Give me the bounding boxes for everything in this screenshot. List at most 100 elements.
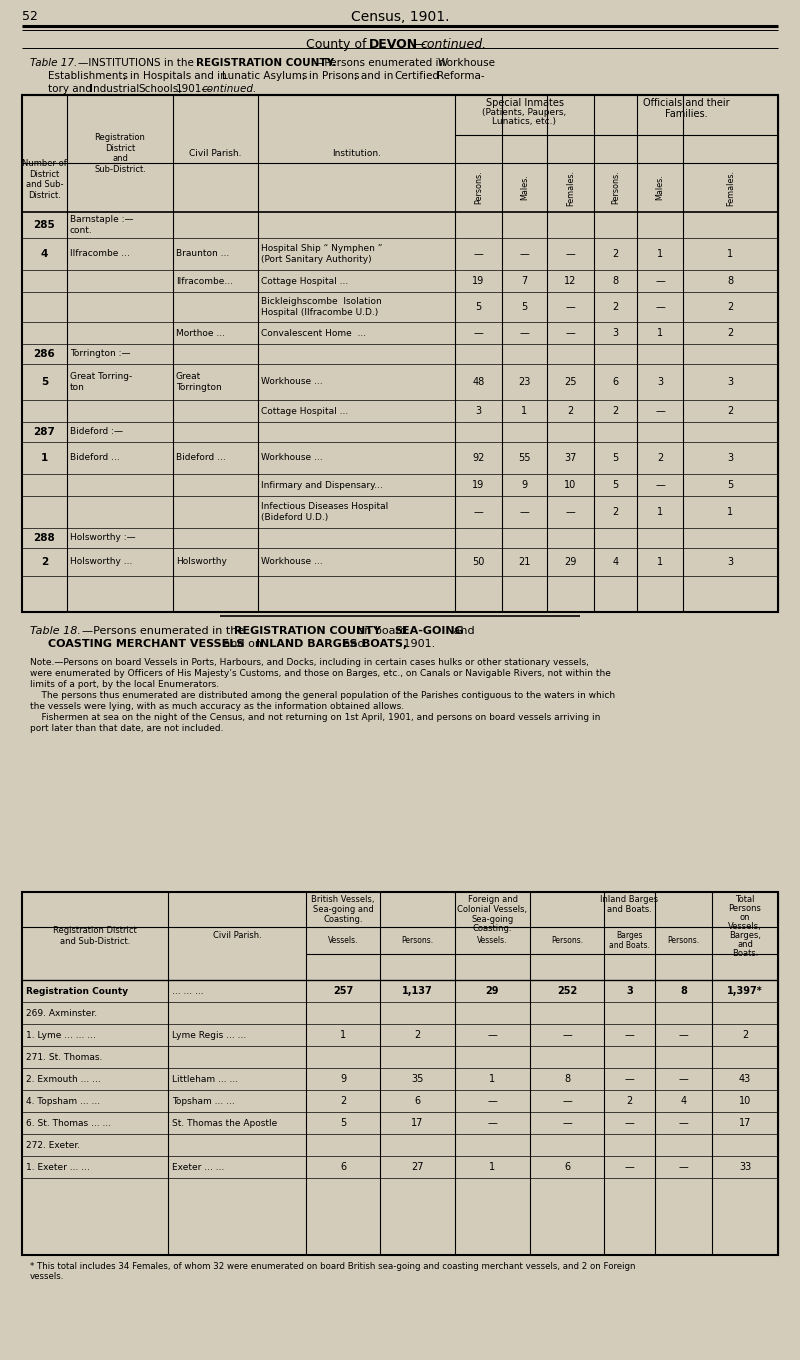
Text: 1901—: 1901— bbox=[176, 84, 213, 94]
Text: 1: 1 bbox=[490, 1161, 495, 1172]
Text: Topsham ... ...: Topsham ... ... bbox=[172, 1096, 234, 1106]
Text: Registration
District
and
Sub-District.: Registration District and Sub-District. bbox=[94, 133, 146, 174]
Text: Workhouse: Workhouse bbox=[438, 58, 496, 68]
Text: Lunatics, etc.): Lunatics, etc.) bbox=[493, 117, 557, 126]
Text: (Patients, Paupers,: (Patients, Paupers, bbox=[482, 107, 566, 117]
Text: BOATS,: BOATS, bbox=[362, 639, 407, 649]
Text: Colonial Vessels,: Colonial Vessels, bbox=[458, 904, 527, 914]
Text: —: — bbox=[474, 328, 483, 339]
Text: The persons thus enumerated are distributed among the general population of the : The persons thus enumerated are distribu… bbox=[30, 691, 615, 700]
Text: ; in: ; in bbox=[302, 71, 318, 82]
Text: 2: 2 bbox=[727, 302, 734, 311]
Text: 1: 1 bbox=[657, 558, 663, 567]
Bar bbox=[22, 892, 778, 1255]
Text: 2: 2 bbox=[612, 407, 618, 416]
Text: —: — bbox=[474, 249, 483, 258]
Text: —: — bbox=[655, 302, 665, 311]
Text: 2: 2 bbox=[414, 1030, 421, 1040]
Text: 29: 29 bbox=[564, 558, 577, 567]
Text: 9: 9 bbox=[522, 480, 527, 490]
Text: Barges,: Barges, bbox=[729, 932, 761, 940]
Text: Census, 1901.: Census, 1901. bbox=[350, 10, 450, 24]
Text: 48: 48 bbox=[472, 377, 485, 388]
Text: Holsworthy: Holsworthy bbox=[176, 558, 227, 567]
Text: Vessels.: Vessels. bbox=[328, 936, 358, 945]
Text: Holsworthy ...: Holsworthy ... bbox=[70, 558, 132, 567]
Text: 2: 2 bbox=[742, 1030, 748, 1040]
Text: 4: 4 bbox=[681, 1096, 686, 1106]
Text: 7: 7 bbox=[522, 276, 528, 286]
Text: on board: on board bbox=[354, 626, 410, 636]
Text: —: — bbox=[488, 1118, 498, 1127]
Text: 8: 8 bbox=[564, 1074, 570, 1084]
Text: 2: 2 bbox=[727, 328, 734, 339]
Text: 37: 37 bbox=[564, 453, 577, 462]
Text: 1. Exeter ... ...: 1. Exeter ... ... bbox=[26, 1163, 90, 1171]
Text: Cottage Hospital ...: Cottage Hospital ... bbox=[261, 276, 348, 286]
Text: Braunton ...: Braunton ... bbox=[176, 249, 230, 258]
Text: continued.: continued. bbox=[202, 84, 258, 94]
Text: 5: 5 bbox=[522, 302, 528, 311]
Text: 5: 5 bbox=[727, 480, 734, 490]
Text: 2: 2 bbox=[567, 407, 574, 416]
Text: on: on bbox=[740, 913, 750, 922]
Text: Holsworthy :—: Holsworthy :— bbox=[70, 533, 136, 543]
Text: 12: 12 bbox=[564, 276, 577, 286]
Text: 252: 252 bbox=[557, 986, 577, 996]
Text: DEVON: DEVON bbox=[369, 38, 418, 50]
Text: 4: 4 bbox=[613, 558, 618, 567]
Text: 2: 2 bbox=[340, 1096, 346, 1106]
Text: Foreign and: Foreign and bbox=[467, 895, 518, 904]
Text: —: — bbox=[625, 1074, 634, 1084]
Text: Industrial: Industrial bbox=[90, 84, 139, 94]
Text: Cottage Hospital ...: Cottage Hospital ... bbox=[261, 407, 348, 416]
Text: Barnstaple :—
cont.: Barnstaple :— cont. bbox=[70, 215, 134, 235]
Text: continued.: continued. bbox=[420, 38, 486, 50]
Text: Convalescent Home  ...: Convalescent Home ... bbox=[261, 329, 366, 337]
Text: Infirmary and Dispensary...: Infirmary and Dispensary... bbox=[261, 480, 383, 490]
Text: Vessels.: Vessels. bbox=[478, 936, 508, 945]
Text: 8: 8 bbox=[680, 986, 687, 996]
Text: Females.: Females. bbox=[726, 170, 735, 205]
Text: 3: 3 bbox=[727, 453, 734, 462]
Text: Persons.: Persons. bbox=[474, 171, 483, 204]
Text: 5: 5 bbox=[41, 377, 48, 388]
Text: Torrington :—: Torrington :— bbox=[70, 350, 130, 359]
Text: 2: 2 bbox=[612, 507, 618, 517]
Text: Infectious Diseases Hospital
(Bideford U.D.): Infectious Diseases Hospital (Bideford U… bbox=[261, 502, 388, 522]
Text: Workhouse ...: Workhouse ... bbox=[261, 378, 322, 386]
Text: 25: 25 bbox=[564, 377, 577, 388]
Text: 6: 6 bbox=[414, 1096, 421, 1106]
Text: —: — bbox=[566, 328, 575, 339]
Text: 35: 35 bbox=[411, 1074, 424, 1084]
Text: 9: 9 bbox=[340, 1074, 346, 1084]
Text: —: — bbox=[488, 1030, 498, 1040]
Text: 6: 6 bbox=[564, 1161, 570, 1172]
Text: Registration County: Registration County bbox=[26, 986, 128, 996]
Text: British Vessels,: British Vessels, bbox=[311, 895, 374, 904]
Text: COASTING MERCHANT VESSELS: COASTING MERCHANT VESSELS bbox=[48, 639, 244, 649]
Text: 52: 52 bbox=[22, 10, 38, 23]
Text: 272. Exeter.: 272. Exeter. bbox=[26, 1141, 80, 1149]
Text: Schools,: Schools, bbox=[138, 84, 182, 94]
Text: 286: 286 bbox=[34, 350, 55, 359]
Text: port later than that date, are not included.: port later than that date, are not inclu… bbox=[30, 724, 223, 733]
Text: 8: 8 bbox=[613, 276, 618, 286]
Text: Table 18.: Table 18. bbox=[30, 626, 81, 636]
Text: St. Thomas the Apostle: St. Thomas the Apostle bbox=[172, 1118, 278, 1127]
Text: 2: 2 bbox=[41, 558, 48, 567]
Text: Fishermen at sea on the night of the Census, and not returning on 1st April, 190: Fishermen at sea on the night of the Cen… bbox=[30, 713, 600, 722]
Text: 2: 2 bbox=[612, 302, 618, 311]
Text: 4: 4 bbox=[41, 249, 48, 258]
Text: SEA-GOING: SEA-GOING bbox=[394, 626, 464, 636]
Text: Workhouse ...: Workhouse ... bbox=[261, 558, 322, 567]
Text: 3: 3 bbox=[613, 328, 618, 339]
Text: 33: 33 bbox=[739, 1161, 751, 1172]
Text: 43: 43 bbox=[739, 1074, 751, 1084]
Text: ... ... ...: ... ... ... bbox=[172, 986, 204, 996]
Text: 92: 92 bbox=[472, 453, 485, 462]
Text: —: — bbox=[520, 249, 530, 258]
Text: 257: 257 bbox=[333, 986, 353, 996]
Text: Sea-going: Sea-going bbox=[471, 915, 514, 923]
Text: —: — bbox=[566, 507, 575, 517]
